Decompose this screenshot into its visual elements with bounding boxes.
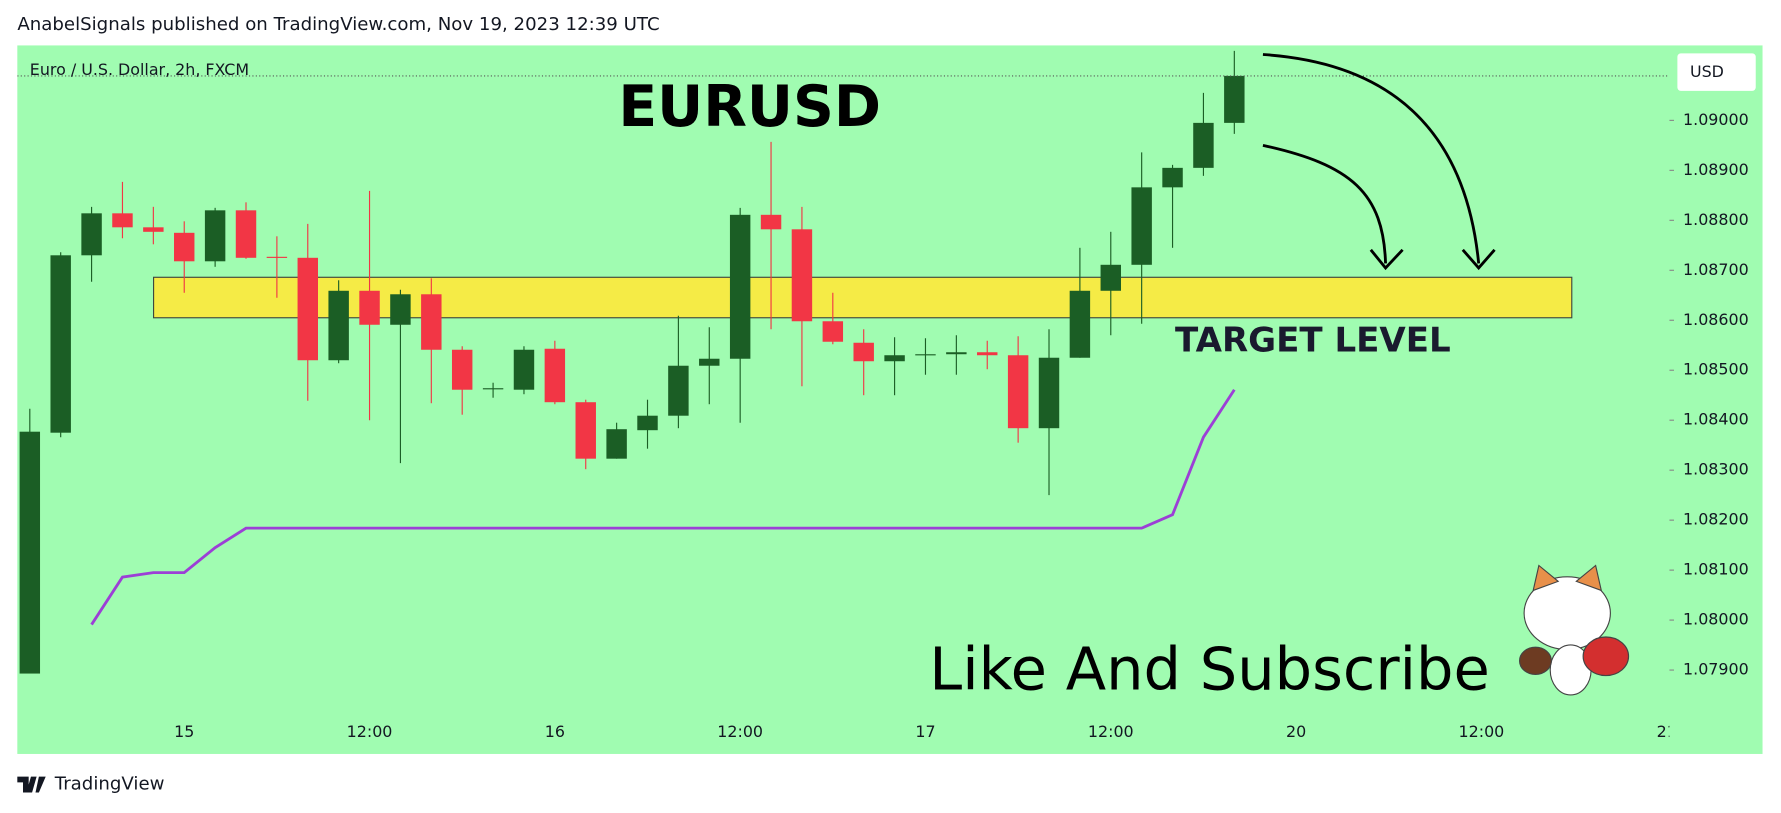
candle-body: [1007, 355, 1029, 429]
header: AnabelSignals published on TradingView.c…: [17, 14, 659, 35]
candle-body: [513, 349, 535, 390]
candle-body: [977, 352, 998, 356]
plot-area: [17, 50, 1670, 674]
mascot: [1518, 564, 1630, 696]
y-tick-label: 1.08400: [1683, 410, 1749, 429]
candle-body: [544, 348, 566, 403]
x-tick-label: 21: [1657, 722, 1677, 741]
y-tick-label: 1.08200: [1683, 510, 1749, 529]
x-axis: 15 12:00 16 12:00 17 12:00 20 12:00 21: [174, 722, 1677, 741]
y-tick-label: 1.08300: [1683, 460, 1749, 479]
candle-body: [946, 352, 967, 355]
candle-body: [729, 214, 751, 359]
candle-body: [791, 229, 813, 322]
y-tick-label: 1.08700: [1683, 260, 1749, 279]
candle-body: [359, 290, 380, 325]
candle-body: [575, 402, 596, 459]
y-tick-label: 1.08800: [1683, 210, 1749, 229]
candle-body: [81, 213, 102, 256]
arrow-head: [1461, 248, 1496, 271]
candle-body: [668, 365, 689, 416]
candle-body: [328, 290, 349, 361]
candle-body: [174, 232, 195, 262]
arrow: [1262, 53, 1481, 264]
candle-body: [1224, 75, 1245, 123]
x-tick-label: 20: [1286, 722, 1306, 741]
arrow-head: [1369, 248, 1404, 271]
candle-body: [915, 354, 936, 356]
x-tick-label: 15: [174, 722, 194, 741]
y-tick-label: 1.07900: [1683, 660, 1749, 679]
candle-body: [822, 321, 844, 342]
candle-body: [1131, 187, 1152, 265]
x-tick-label: 12:00: [1459, 722, 1505, 741]
y-tick-label: 1.08500: [1683, 360, 1749, 379]
candle-body: [451, 349, 473, 390]
candle-body: [266, 256, 288, 258]
x-tick-label: 12:00: [347, 722, 393, 741]
x-tick-label: 12:00: [717, 722, 763, 741]
candle-body: [1193, 122, 1214, 168]
candle-body: [1162, 167, 1183, 188]
overlay-line: [90, 388, 1236, 626]
y-axis: 1.07900 1.08000 1.08100 1.08200 1.08300 1.084…: [1669, 110, 1749, 679]
chart-title: EURUSD: [618, 74, 881, 140]
footer-logo: [17, 776, 46, 793]
candle-body: [204, 210, 226, 262]
x-tick-label: 12:00: [1088, 722, 1134, 741]
y-tick-label: 1.08100: [1683, 560, 1749, 579]
candle-body: [235, 210, 257, 258]
candle-body: [143, 227, 164, 232]
symbol-label: Euro / U.S. Dollar, 2h, FXCM: [30, 60, 249, 79]
candle-body: [1038, 357, 1060, 429]
x-tick-label: 17: [915, 722, 935, 741]
currency-label: USD: [1690, 62, 1724, 81]
footer: TradingView: [54, 774, 165, 795]
candle-body: [606, 429, 627, 459]
candle-body: [1069, 290, 1091, 358]
candle-body: [297, 257, 318, 361]
candle-body: [50, 255, 71, 433]
candle-body: [853, 342, 874, 362]
candle-body: [699, 358, 720, 366]
chart-background: [17, 45, 1763, 754]
candle-body: [884, 355, 905, 362]
y-tick-label: 1.08900: [1683, 160, 1749, 179]
candle-body: [482, 388, 504, 390]
currency-box: [1677, 53, 1756, 91]
candle-body: [112, 213, 133, 228]
target-label: TARGET LEVEL: [1175, 320, 1451, 360]
x-tick-label: 16: [545, 722, 565, 741]
candle-body: [19, 431, 41, 674]
candle-body: [760, 214, 782, 230]
candle-body: [637, 415, 658, 431]
subscribe-text: Like And Subscribe: [929, 634, 1490, 703]
y-tick-label: 1.08000: [1683, 610, 1749, 629]
y-tick-label: 1.09000: [1683, 110, 1749, 129]
target-zone: [153, 276, 1573, 319]
arrows: [1262, 53, 1496, 271]
candle-body: [1100, 264, 1122, 291]
y-tick-label: 1.08600: [1683, 310, 1749, 329]
arrow: [1262, 143, 1387, 264]
candle-body: [390, 294, 411, 325]
candle-body: [421, 294, 442, 350]
